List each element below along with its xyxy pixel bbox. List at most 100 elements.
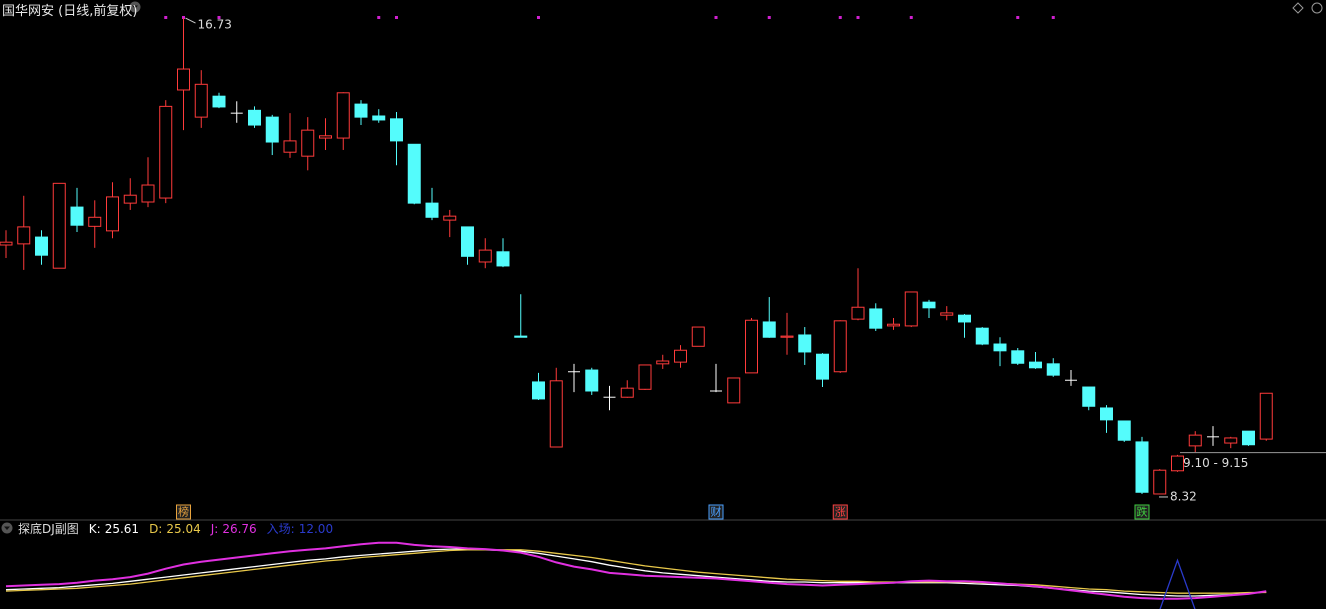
signal-dot [182, 16, 185, 19]
candle-body [887, 323, 900, 327]
candle-body [212, 95, 226, 108]
signal-dot [377, 16, 381, 19]
marker-label: 跌 [1137, 505, 1148, 519]
candle-body [123, 194, 137, 204]
candle-body [354, 103, 368, 118]
candle-body [390, 118, 403, 142]
candle-body [70, 206, 84, 226]
signal-dot [714, 16, 718, 19]
legend-text: 26.76 [222, 522, 257, 536]
candle-body [1100, 407, 1113, 421]
dropdown-arrow [132, 5, 138, 9]
candle-body [283, 140, 297, 153]
candle-body [425, 202, 439, 218]
min-label: 8.32 [1170, 489, 1197, 503]
candle-body [745, 319, 758, 374]
candle-body [1135, 441, 1149, 493]
diamond-icon[interactable] [1292, 2, 1304, 14]
indicator-line [5, 541, 1267, 600]
candle-body [1188, 434, 1202, 447]
candle-body [798, 334, 812, 353]
candle-body [691, 326, 705, 347]
candle-body [336, 92, 350, 139]
candle-body [656, 360, 670, 365]
signal-dot [856, 16, 860, 19]
candle-body [851, 306, 865, 320]
candle-body [638, 364, 652, 390]
candle-body [17, 226, 31, 245]
candle-body [585, 369, 599, 392]
candle-body [88, 216, 102, 227]
candle-body [780, 335, 794, 338]
marker-label: 榜 [178, 505, 189, 519]
indicator-legend: 探底DJ副图 K: 25.61 D: 25.04 J: 26.76 入场: 12.00 [18, 520, 337, 537]
indicator-line [5, 548, 1267, 597]
legend-text: K: [88, 522, 101, 536]
candle-body [159, 105, 173, 199]
candle-body [620, 387, 634, 398]
candle-body [1242, 430, 1255, 446]
marker-box [176, 504, 191, 520]
candle-body [514, 335, 528, 338]
max-label: 16.73 [198, 18, 232, 32]
candle-body [319, 135, 332, 139]
candle-body [496, 251, 510, 267]
candle-body [461, 226, 474, 257]
candle-body [478, 249, 492, 263]
candle-body [52, 182, 66, 269]
candle-body [940, 312, 954, 316]
candle-body [265, 116, 279, 143]
candle-body [194, 83, 208, 118]
candle-body [301, 129, 315, 157]
candle-body [407, 143, 421, 204]
settings-icon[interactable] [1311, 2, 1323, 14]
candle-body [1011, 350, 1025, 364]
candle-body [674, 349, 687, 363]
candle-body [372, 115, 386, 121]
candle-body [922, 301, 936, 309]
legend-text: D: [149, 522, 163, 536]
signal-dot [1016, 16, 1020, 19]
candle-body [869, 308, 883, 329]
marker-label: 财 [711, 505, 722, 519]
legend-text: 12.00 [298, 522, 334, 536]
candle-body [816, 353, 829, 380]
candle-body [549, 380, 563, 448]
candle-body [0, 241, 13, 246]
candle-body [1224, 437, 1238, 444]
indicator-line [1159, 558, 1196, 609]
candle-body [833, 320, 847, 373]
indicator-title: 探底DJ副图 [18, 522, 79, 536]
candle-body [1153, 469, 1167, 495]
signal-dot [767, 16, 771, 19]
legend-text: 25.61 [104, 522, 140, 536]
marker-box [1134, 504, 1150, 520]
sub-dropdown-arrow [4, 526, 10, 530]
range-label: 9.10 - 9.15 [1183, 456, 1248, 470]
indicator-line [5, 549, 1267, 594]
candle-body [993, 343, 1007, 352]
signal-dot [395, 16, 398, 19]
candle-body [1171, 455, 1184, 472]
candle-body [1117, 420, 1131, 441]
legend-text: 25.04 [166, 522, 201, 536]
signal-dot [164, 16, 168, 19]
candle-body [975, 327, 989, 345]
legend-text: 入场: [266, 522, 295, 536]
marker-box [708, 504, 724, 520]
candle-body [141, 184, 155, 203]
marker-label: 涨 [835, 506, 846, 519]
stock-title: 国华网安 (日线,前复权) [2, 4, 138, 19]
signal-dot [909, 16, 913, 19]
signal-dot [1051, 16, 1055, 19]
candle-body [177, 68, 190, 91]
candle-body [35, 236, 48, 256]
signal-dot [217, 16, 221, 19]
candle-body [958, 314, 971, 323]
candle-body [1259, 392, 1273, 440]
candle-body [106, 196, 119, 232]
signal-dot [838, 16, 842, 19]
legend-text: J: [210, 522, 219, 536]
